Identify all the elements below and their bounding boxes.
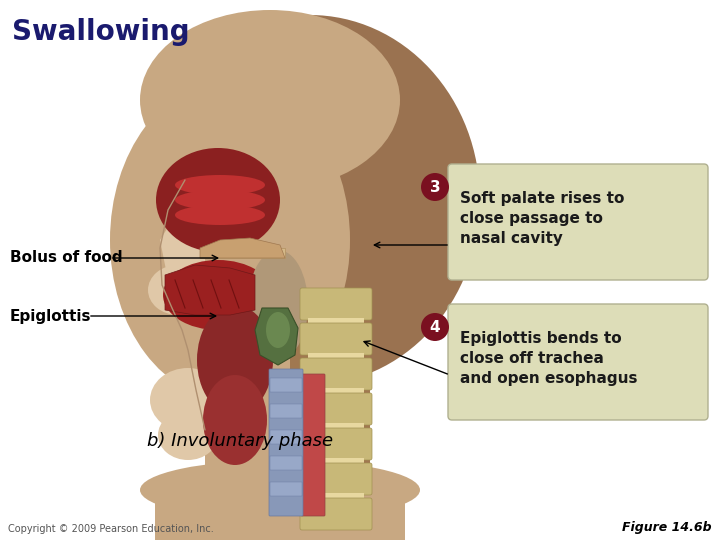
Bar [308, 423, 364, 430]
Ellipse shape [175, 205, 265, 225]
Bar [308, 318, 364, 325]
FancyBboxPatch shape [300, 358, 372, 390]
Text: b) Involuntary phase: b) Involuntary phase [147, 432, 333, 450]
Bar [270, 482, 302, 496]
Ellipse shape [175, 175, 265, 195]
Ellipse shape [175, 190, 265, 210]
Ellipse shape [140, 460, 420, 520]
FancyBboxPatch shape [448, 304, 708, 420]
Text: Swallowing: Swallowing [12, 18, 189, 46]
Ellipse shape [163, 260, 273, 330]
Bar [270, 404, 302, 418]
Bar [308, 353, 364, 360]
Ellipse shape [140, 10, 400, 190]
Bar [308, 493, 364, 500]
FancyBboxPatch shape [300, 428, 372, 460]
Circle shape [421, 173, 449, 201]
Text: Soft palate rises to
close passage to
nasal cavity: Soft palate rises to close passage to na… [460, 191, 624, 246]
FancyBboxPatch shape [269, 369, 303, 516]
Text: Copyright © 2009 Pearson Education, Inc.: Copyright © 2009 Pearson Education, Inc. [8, 524, 214, 534]
Bar [200, 248, 285, 258]
Ellipse shape [158, 410, 218, 460]
Text: Bolus of food: Bolus of food [10, 251, 122, 266]
Ellipse shape [248, 250, 308, 360]
Polygon shape [255, 308, 298, 365]
Text: Epiglottis bends to
close off trachea
and open esophagus: Epiglottis bends to close off trachea an… [460, 331, 637, 386]
Ellipse shape [148, 265, 208, 315]
FancyBboxPatch shape [300, 393, 372, 425]
Bar [155, 480, 405, 540]
Ellipse shape [150, 368, 226, 432]
Text: Epiglottis: Epiglottis [10, 308, 91, 323]
FancyBboxPatch shape [300, 463, 372, 495]
FancyBboxPatch shape [448, 164, 708, 280]
Bar [308, 458, 364, 465]
FancyBboxPatch shape [300, 498, 372, 530]
FancyBboxPatch shape [301, 374, 325, 516]
Polygon shape [200, 238, 285, 258]
Bar [290, 290, 370, 520]
Bar [270, 430, 302, 444]
Ellipse shape [156, 148, 280, 252]
Circle shape [421, 313, 449, 341]
Bar [308, 388, 364, 395]
Text: Figure 14.6b: Figure 14.6b [622, 521, 712, 534]
FancyBboxPatch shape [300, 288, 372, 320]
Ellipse shape [203, 375, 267, 465]
Text: 3: 3 [430, 179, 441, 194]
Polygon shape [165, 265, 255, 315]
Polygon shape [160, 200, 205, 310]
FancyBboxPatch shape [300, 323, 372, 355]
Ellipse shape [140, 15, 480, 385]
Ellipse shape [197, 305, 273, 415]
Bar [205, 290, 335, 520]
Ellipse shape [266, 312, 290, 348]
Bar [270, 378, 302, 392]
Ellipse shape [110, 80, 350, 400]
Text: 4: 4 [430, 320, 441, 334]
Bar [270, 456, 302, 470]
